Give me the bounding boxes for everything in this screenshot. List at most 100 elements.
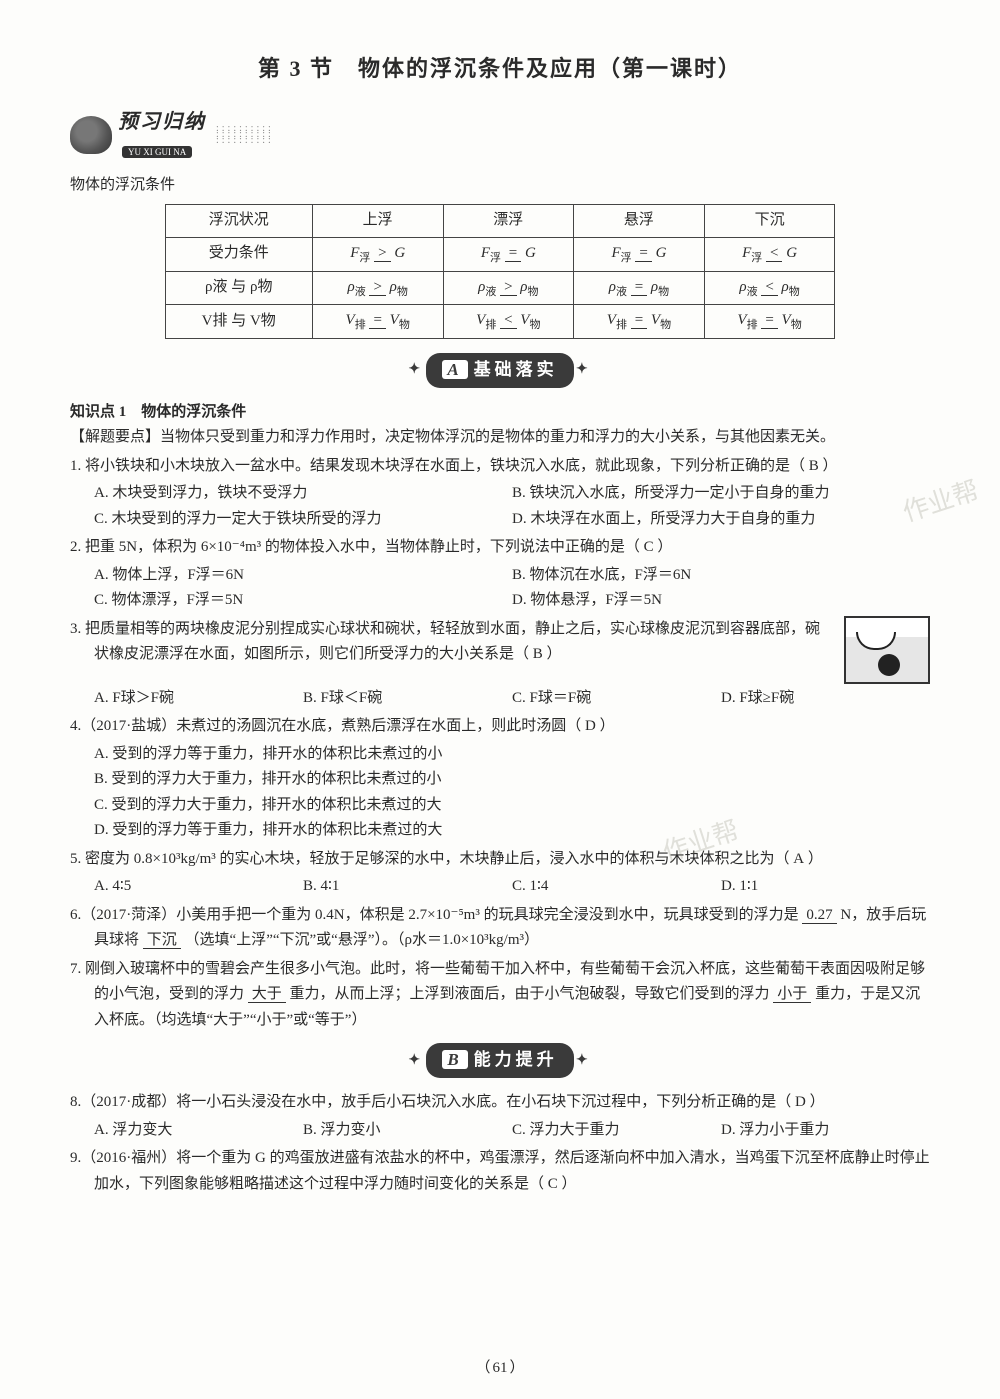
option: A. 受到的浮力等于重力，排开水的体积比未煮过的小 <box>94 742 930 768</box>
page-title: 第 3 节 物体的浮沉条件及应用（第一课时） <box>70 50 930 87</box>
text: （选填“上浮”“下沉”或“悬浮”）。（ρ水＝1.0×10³kg/m³） <box>185 932 539 948</box>
option: A. 4∶5 <box>94 874 303 900</box>
table-header-row: 浮沉状况 上浮 漂浮 悬浮 下沉 <box>165 205 835 238</box>
table-row: V排 与 V物 V排 = V物 V排 < V物 V排 = V物 V排 = V物 <box>165 305 835 339</box>
answer: D <box>585 718 596 734</box>
option: D. F球≥F碗 <box>721 686 930 712</box>
option: C. 1∶4 <box>512 874 721 900</box>
option: A. 浮力变大 <box>94 1118 303 1144</box>
question-8: 8.（2017·成都）将一小石头浸没在水中，放手后小石块沉入水底。在小石块下沉过… <box>70 1090 930 1116</box>
cell: F浮 = G <box>574 237 705 271</box>
question-7: 7. 刚倒入玻璃杯中的雪碧会产生很多小气泡。此时，将一些葡萄干加入杯中，有些葡萄… <box>70 957 930 1034</box>
option: B. 铁块沉入水底，所受浮力一定小于自身的重力 <box>512 481 930 507</box>
option: B. 浮力变小 <box>303 1118 512 1144</box>
answer: B <box>809 458 819 474</box>
row-label: 受力条件 <box>165 237 312 271</box>
cell: F浮 < G <box>704 237 835 271</box>
condition-table: 浮沉状况 上浮 漂浮 悬浮 下沉 受力条件 F浮 > G F浮 = G F浮 =… <box>165 204 836 339</box>
stem: 2. 把重 5N，体积为 6×10⁻⁴m³ 的物体投入水中，当物体静止时，下列说… <box>70 539 640 555</box>
tail: ） <box>823 458 838 474</box>
tail: ） <box>810 1094 825 1110</box>
cell: ρ液 > ρ物 <box>312 271 443 305</box>
question-9: 9.（2016·福州）将一个重为 G 的鸡蛋放进盛有浓盐水的杯中，鸡蛋漂浮，然后… <box>70 1146 930 1197</box>
cell: ρ液 < ρ物 <box>704 271 835 305</box>
note-text: 【解题要点】当物体只受到重力和浮力作用时，决定物体浮沉的是物体的重力和浮力的大小… <box>70 425 930 451</box>
option: B. F球＜F碗 <box>303 686 512 712</box>
cell: V排 = V物 <box>312 305 443 339</box>
question-5: 5. 密度为 0.8×10³kg/m³ 的实心木块，轻放于足够深的水中，木块静止… <box>70 847 930 873</box>
q3-options: A. F球＞F碗 B. F球＜F碗 C. F球＝F碗 D. F球≥F碗 <box>70 686 930 712</box>
q4-options: A. 受到的浮力等于重力，排开水的体积比未煮过的小 B. 受到的浮力大于重力，排… <box>70 742 930 844</box>
answer: B <box>533 646 543 662</box>
cell: F浮 = G <box>443 237 574 271</box>
knowledge-point-heading: 知识点 1 物体的浮沉条件 <box>70 400 930 426</box>
option: C. 受到的浮力大于重力，排开水的体积比未煮过的大 <box>94 793 930 819</box>
section-a-header: A 基础落实 <box>70 353 930 388</box>
q2-options: A. 物体上浮，F浮＝6N B. 物体沉在水底，F浮＝6N C. 物体漂浮，F浮… <box>70 563 930 614</box>
option: A. 木块受到浮力，铁块不受浮力 <box>94 481 512 507</box>
fill-blank: 小于 <box>773 986 811 1003</box>
option: D. 木块浮在水面上，所受浮力大于自身的重力 <box>512 507 930 533</box>
page-number: 61 <box>475 1356 524 1382</box>
tail: ） <box>547 646 562 662</box>
table-row: 受力条件 F浮 > G F浮 = G F浮 = G F浮 < G <box>165 237 835 271</box>
table-caption: 物体的浮沉条件 <box>70 173 930 199</box>
tail: ） <box>808 851 823 867</box>
row-label: ρ液 与 ρ物 <box>165 271 312 305</box>
cell: ρ液 = ρ物 <box>574 271 705 305</box>
answer: C <box>548 1176 558 1192</box>
ball-icon <box>878 654 900 676</box>
stem: 1. 将小铁块和小木块放入一盆水中。结果发现木块浮在水面上，铁块沉入水底，就此现… <box>70 458 805 474</box>
dots-icon: :::::::::::::::::::::::::::::: <box>216 126 274 144</box>
q5-options: A. 4∶5 B. 4∶1 C. 1∶4 D. 1∶1 <box>70 874 930 900</box>
text: 重力，从而上浮；上浮到液面后，由于小气泡破裂，导致它们受到的浮力 <box>290 986 770 1002</box>
col-header: 上浮 <box>312 205 443 238</box>
fill-blank: 下沉 <box>143 932 181 949</box>
option: C. 浮力大于重力 <box>512 1118 721 1144</box>
question-4: 4.（2017·盐城）未煮过的汤圆沉在水底，煮熟后漂浮在水面上，则此时汤圆（ D… <box>70 714 930 740</box>
col-header: 下沉 <box>704 205 835 238</box>
tail: ） <box>657 539 672 555</box>
option: C. F球＝F碗 <box>512 686 721 712</box>
badge-letter: A <box>442 360 467 379</box>
answer: A <box>793 851 804 867</box>
stem: 4.（2017·盐城）未煮过的汤圆沉在水底，煮熟后漂浮在水面上，则此时汤圆（ <box>70 718 581 734</box>
text: 6.（2017·菏泽）小美用手把一个重为 0.4N，体积是 2.7×10⁻⁵m³… <box>70 907 799 923</box>
col-header: 浮沉状况 <box>165 205 312 238</box>
preview-header: 预习归纳 YU XI GUI NA ::::::::::::::::::::::… <box>70 105 930 165</box>
stem: 8.（2017·成都）将一小石头浸没在水中，放手后小石块沉入水底。在小石块下沉过… <box>70 1094 791 1110</box>
cell: V排 = V物 <box>574 305 705 339</box>
fill-blank: 0.27 <box>802 907 836 924</box>
badge-text: 能力提升 <box>474 1050 558 1069</box>
option: A. F球＞F碗 <box>94 686 303 712</box>
stem: 9.（2016·福州）将一个重为 G 的鸡蛋放进盛有浓盐水的杯中，鸡蛋漂浮，然后… <box>70 1150 930 1192</box>
badge-letter: B <box>442 1050 467 1069</box>
q8-options: A. 浮力变大 B. 浮力变小 C. 浮力大于重力 D. 浮力小于重力 <box>70 1118 930 1144</box>
cell: ρ液 > ρ物 <box>443 271 574 305</box>
option: A. 物体上浮，F浮＝6N <box>94 563 512 589</box>
preview-label: 预习归纳 <box>118 111 206 133</box>
emblem-icon <box>70 116 112 154</box>
tail: ） <box>600 718 615 734</box>
answer: D <box>795 1094 806 1110</box>
col-header: 漂浮 <box>443 205 574 238</box>
badge-text: 基础落实 <box>474 360 558 379</box>
q3-figure <box>844 616 930 684</box>
option: D. 1∶1 <box>721 874 930 900</box>
cell: F浮 > G <box>312 237 443 271</box>
col-header: 悬浮 <box>574 205 705 238</box>
answer: C <box>644 539 654 555</box>
section-b-header: B 能力提升 <box>70 1043 930 1078</box>
q1-options: A. 木块受到浮力，铁块不受浮力 B. 铁块沉入水底，所受浮力一定小于自身的重力… <box>70 481 930 532</box>
table-row: ρ液 与 ρ物 ρ液 > ρ物 ρ液 > ρ物 ρ液 = ρ物 ρ液 < ρ物 <box>165 271 835 305</box>
stem: 3. 把质量相等的两块橡皮泥分别捏成实心球状和碗状，轻轻放到水面，静止之后，实心… <box>70 621 820 663</box>
bowl-icon <box>856 632 896 650</box>
cell: V排 < V物 <box>443 305 574 339</box>
stem: 5. 密度为 0.8×10³kg/m³ 的实心木块，轻放于足够深的水中，木块静止… <box>70 851 790 867</box>
option: D. 物体悬浮，F浮＝5N <box>512 588 930 614</box>
question-3: 3. 把质量相等的两块橡皮泥分别捏成实心球状和碗状，轻轻放到水面，静止之后，实心… <box>70 617 930 668</box>
tail: ） <box>562 1176 577 1192</box>
option: D. 受到的浮力等于重力，排开水的体积比未煮过的大 <box>94 818 930 844</box>
option: C. 物体漂浮，F浮＝5N <box>94 588 512 614</box>
question-1: 1. 将小铁块和小木块放入一盆水中。结果发现木块浮在水面上，铁块沉入水底，就此现… <box>70 454 930 480</box>
